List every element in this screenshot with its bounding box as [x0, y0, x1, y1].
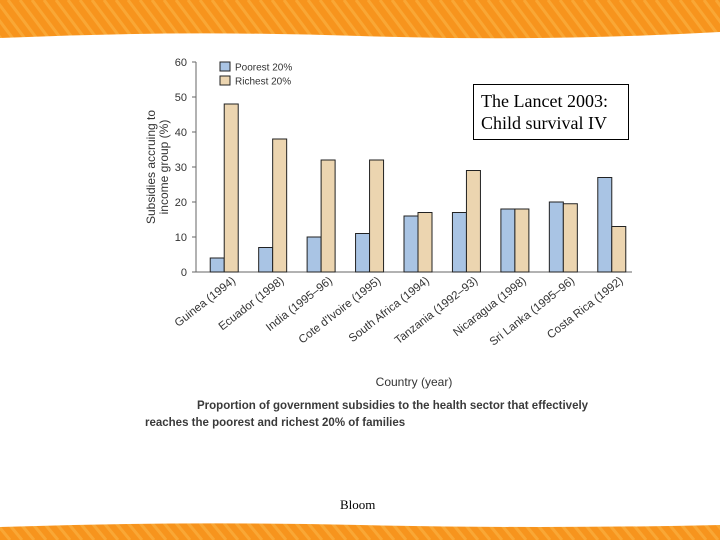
x-tick-label: Cote d'Ivoire (1995) — [297, 275, 384, 347]
top-decorative-band — [0, 0, 720, 40]
x-tick-label: South Africa (1994) — [347, 275, 432, 345]
y-axis-label-line2: income group (%) — [157, 120, 171, 215]
bar-poorest-0 — [209, 257, 225, 273]
bar-richest-0 — [223, 103, 239, 273]
bar-richest-7 — [562, 203, 578, 273]
legend-label: Richest 20% — [235, 77, 291, 88]
legend: Poorest 20% Richest 20% — [219, 61, 292, 88]
chart-caption: Proportion of government subsidies to th… — [145, 398, 615, 432]
bar-richest-2 — [320, 159, 336, 273]
bar-poorest-7 — [548, 201, 564, 273]
y-tick-label: 20 — [175, 197, 187, 209]
x-axis-label: Country (year) — [376, 375, 453, 389]
bottom-decorative-band — [0, 523, 720, 540]
footer-author: Bloom — [340, 497, 376, 512]
bar-poorest-8 — [597, 177, 613, 273]
bars — [209, 103, 627, 273]
bar-richest-5 — [465, 170, 481, 273]
legend-swatch — [219, 75, 231, 86]
bar-poorest-3 — [355, 233, 371, 273]
bar-richest-1 — [272, 138, 288, 273]
bar-richest-6 — [514, 208, 530, 273]
bar-poorest-5 — [451, 212, 467, 273]
bar-richest-3 — [369, 159, 385, 273]
x-tick-label: Sri Lanka (1995–96) — [488, 275, 578, 349]
y-tick-label: 0 — [181, 267, 187, 279]
caption-line2: reaches the poorest and richest 20% of f… — [145, 417, 406, 429]
legend-swatch — [219, 61, 231, 72]
bar-poorest-2 — [306, 236, 322, 273]
source-note-line1: The Lancet 2003: — [481, 91, 608, 111]
bar-poorest-4 — [403, 215, 419, 273]
y-axis-label-line1: Subsidies accruing to — [144, 110, 158, 224]
bar-richest-8 — [611, 226, 627, 273]
y-tick-label: 50 — [175, 92, 187, 104]
y-tick-label: 60 — [175, 57, 187, 69]
legend-label: Poorest 20% — [235, 63, 292, 74]
source-note-box: The Lancet 2003: Child survival IV — [473, 84, 629, 140]
x-tick-label: Tanzania (1992–93) — [393, 275, 481, 347]
y-tick-label: 10 — [175, 232, 187, 244]
bar-poorest-1 — [258, 247, 274, 273]
x-axis-tick-labels: Guinea (1994)Ecuador (1998)India (1995–9… — [173, 275, 626, 349]
source-note-line2: Child survival IV — [481, 113, 607, 133]
y-tick-label: 40 — [175, 127, 187, 139]
bar-poorest-6 — [500, 208, 516, 273]
bar-richest-4 — [417, 212, 433, 273]
y-tick-label: 30 — [175, 162, 187, 174]
caption-line1: Proportion of government subsidies to th… — [197, 400, 589, 412]
